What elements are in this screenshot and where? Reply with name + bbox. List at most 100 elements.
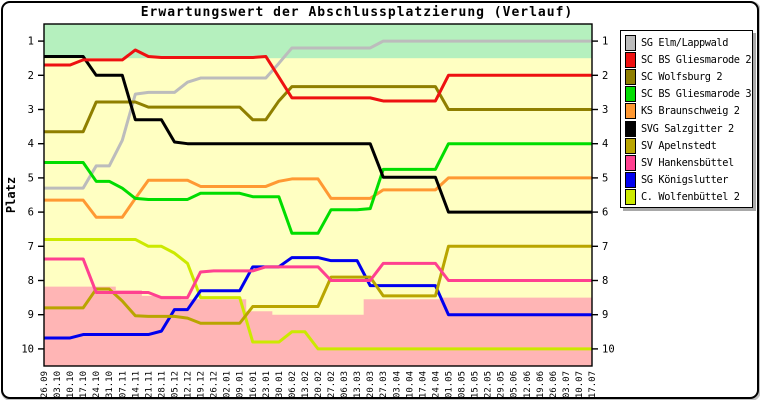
legend-item-sg-elm-lappwald: SG Elm/Lappwald: [625, 34, 752, 51]
legend-label: SVG Salzgitter 2: [641, 122, 734, 135]
x-tick-label: 30.01: [275, 371, 285, 398]
x-tick-label: 12.06: [523, 371, 533, 398]
x-tick-label: 08.05: [458, 371, 468, 398]
legend-swatch-icon: [625, 154, 636, 171]
x-tick-label: 10.04: [405, 371, 415, 398]
y-tick-label-left: 2: [28, 70, 34, 82]
legend-label: SC BS Gliesmarode 3: [641, 88, 752, 101]
x-tick-label: 06.03: [340, 371, 350, 398]
x-tick-label: 17.10: [79, 371, 89, 398]
x-tick-label: 29.05: [497, 371, 507, 398]
legend-item-sg-k-nigslutter: SG Königslutter: [625, 172, 752, 189]
x-tick-label: 24.04: [431, 371, 441, 398]
x-tick-label: 26.06: [549, 371, 559, 398]
x-tick-label: 23.01: [262, 371, 272, 398]
plot-border: [43, 23, 593, 367]
legend-swatch-icon: [625, 120, 636, 137]
series-line-c-wolfenb-ttel-2: [44, 237, 592, 351]
y-tick-label-left: 1: [28, 36, 34, 48]
x-tick-label: 17.04: [418, 371, 428, 398]
legend-label: C. Wolfenbüttel 2: [641, 191, 740, 204]
y-tick-label-right: 9: [602, 309, 608, 321]
y-tick-label-right: 5: [602, 172, 608, 184]
y-tick-label-right: 4: [602, 138, 608, 150]
x-tick-label: 03.07: [562, 371, 572, 398]
x-tick-label: 26.09: [40, 371, 50, 398]
x-tick-label: 19.06: [536, 371, 546, 398]
legend-item-sv-apelnstedt: SV Apelnstedt: [625, 137, 752, 154]
legend-swatch-icon: [625, 86, 636, 103]
series-line-sv-hankensb-ttel: [44, 257, 592, 300]
legend-swatch-icon: [625, 172, 636, 189]
legend-swatch-icon: [625, 103, 636, 120]
y-tick-label-right: 3: [602, 104, 608, 116]
x-tick-label: 14.11: [131, 371, 141, 398]
x-tick-label: 19.12: [197, 371, 207, 398]
series-line-sg-elm-lappwald: [44, 39, 592, 190]
legend-swatch-icon: [625, 34, 636, 51]
x-tick-label: 10.10: [66, 371, 76, 398]
x-tick-label: 05.06: [510, 371, 520, 398]
x-tick-label: 09.01: [236, 371, 246, 398]
x-tick-label: 27.03: [379, 371, 389, 398]
x-tick-label: 15.05: [471, 371, 481, 398]
x-tick-label: 06.02: [288, 371, 298, 398]
x-tick-label: 20.02: [314, 371, 324, 398]
x-tick-label: 24.10: [92, 371, 102, 398]
x-tick-label: 31.10: [105, 371, 115, 398]
y-tick-label-right: 8: [602, 275, 608, 287]
legend-label: KS Braunschweig 2: [641, 105, 740, 118]
legend-label: SV Hankensbüttel: [641, 156, 734, 169]
legend-label: SV Apelnstedt: [641, 139, 717, 152]
y-tick-label-right: 6: [602, 207, 608, 219]
legend: SG Elm/Lappwald SC BS Gliesmarode 2 SC Wol…: [620, 30, 753, 208]
y-tick-label-left: 7: [28, 241, 34, 253]
x-tick-label: 21.11: [144, 371, 154, 398]
legend-label: SG Königslutter: [641, 174, 728, 187]
x-tick-label: 02.01: [223, 371, 233, 398]
legend-item-svg-salzgitter-2: SVG Salzgitter 2: [625, 120, 752, 137]
y-tick-label-left: 9: [28, 309, 34, 321]
series-line-sc-bs-gliesmarode-3: [44, 142, 592, 235]
x-tick-label: 22.05: [484, 371, 494, 398]
x-tick-label: 07.11: [118, 371, 128, 398]
zone-relegation: [44, 286, 592, 366]
legend-swatch-icon: [625, 68, 636, 85]
x-tick-label: 20.03: [366, 371, 376, 398]
y-tick-label-left: 5: [28, 172, 34, 184]
x-tick-label: 12.12: [184, 371, 194, 398]
legend-swatch-icon: [625, 51, 636, 68]
series-line-sv-apelnstedt: [44, 244, 592, 325]
legend-item-c-wolfenb-ttel-2: C. Wolfenbüttel 2: [625, 189, 752, 206]
x-tick-label: 17.07: [588, 371, 598, 398]
chart-title: Erwartungswert der Abschlussplatzierung …: [140, 5, 574, 20]
x-tick-label: 03.10: [53, 371, 63, 398]
y-tick-label-right: 7: [602, 241, 608, 253]
x-tick-label: 03.04: [392, 371, 402, 398]
y-tick-label-left: 6: [28, 207, 34, 219]
legend-swatch-icon: [625, 189, 636, 206]
series-line-sg-k-nigslutter: [44, 256, 592, 340]
series-line-sc-bs-gliesmarode-2: [44, 48, 592, 103]
series-line-sc-wolfsburg-2: [44, 85, 592, 134]
x-tick-label: 05.12: [170, 371, 180, 398]
legend-item-sc-bs-gliesmarode-3: SC BS Gliesmarode 3: [625, 86, 752, 103]
y-tick-label-left: 10: [21, 343, 34, 355]
x-tick-label: 28.11: [157, 371, 167, 398]
legend-item-sc-bs-gliesmarode-2: SC BS Gliesmarode 2: [625, 51, 752, 68]
legend-item-ks-braunschweig-2: KS Braunschweig 2: [625, 103, 752, 120]
x-tick-label: 01.05: [444, 371, 454, 398]
legend-label: SC Wolfsburg 2: [641, 70, 723, 83]
legend-item-sv-hankensb-ttel: SV Hankensbüttel: [625, 154, 752, 171]
x-tick-label: 27.02: [327, 371, 337, 398]
y-tick-label-right: 1: [602, 36, 608, 48]
y-tick-label-left: 3: [28, 104, 34, 116]
x-tick-label: 13.03: [353, 371, 363, 398]
x-tick-label: 16.01: [249, 371, 259, 398]
x-tick-label: 26.12: [210, 371, 220, 398]
x-tick-label: 13.02: [301, 371, 311, 398]
legend-label: SC BS Gliesmarode 2: [641, 53, 752, 66]
x-tick-label: 10.07: [575, 371, 585, 398]
